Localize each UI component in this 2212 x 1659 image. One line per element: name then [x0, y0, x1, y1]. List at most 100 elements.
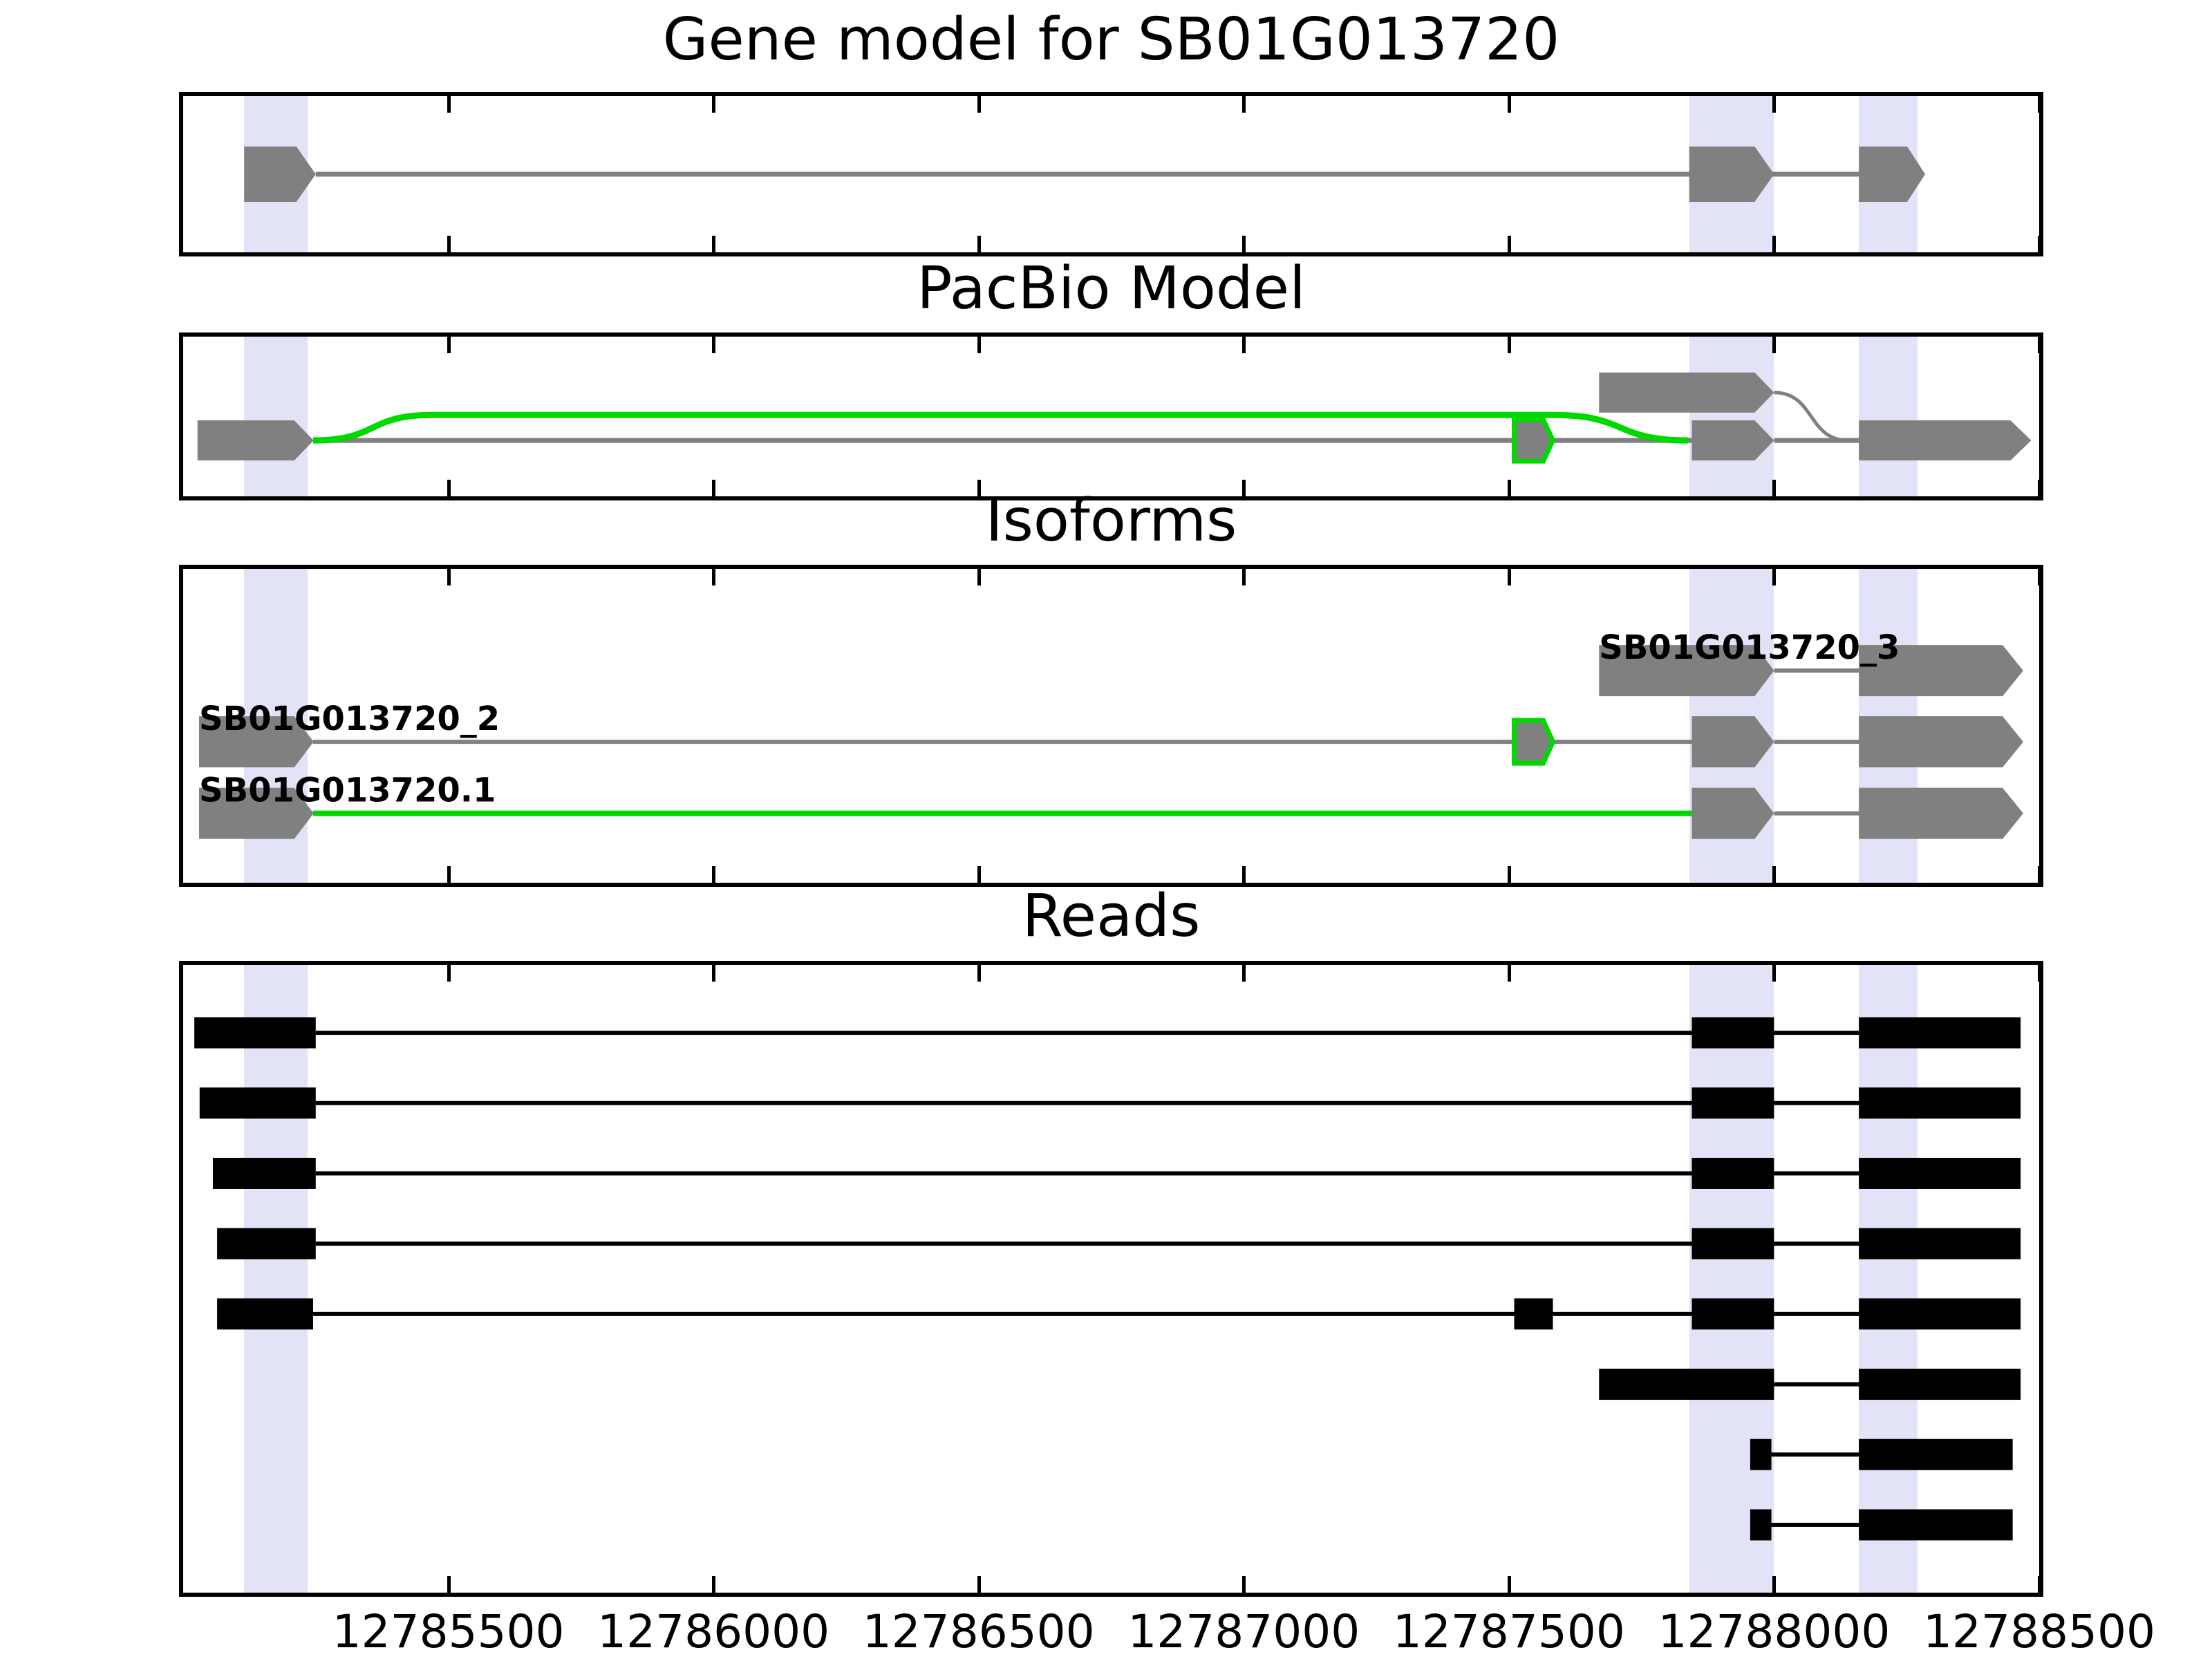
intron-line [1774, 668, 1862, 673]
axis-tick [1772, 1576, 1777, 1593]
intron-line [315, 171, 1862, 177]
x-tick-label: 12785500 [332, 1605, 565, 1658]
read-block [1859, 1509, 2013, 1541]
highlight-band [1859, 337, 1918, 496]
panel-gene-model [179, 92, 2043, 256]
isoform-label: SB01G013720.1 [199, 771, 496, 810]
axis-tick [1507, 965, 1511, 982]
axis-tick [1772, 569, 1777, 585]
panel-title-pacbio-model: PacBio Model [917, 254, 1306, 323]
exon [244, 147, 316, 202]
axis-tick [712, 96, 716, 113]
read-block [1691, 1228, 1774, 1259]
axis-tick [1772, 236, 1777, 252]
exon [1691, 787, 1774, 839]
axis-tick [1507, 236, 1511, 252]
pacbio-model-track [197, 372, 2032, 464]
splice-path [312, 411, 1689, 444]
intron-line [1774, 811, 1862, 816]
reads-track [194, 1017, 2021, 1541]
isoform-label: SB01G013720_3 [1599, 628, 1900, 667]
gene-model-track [244, 147, 1926, 202]
axis-tick [977, 866, 981, 883]
read-block [217, 1228, 316, 1259]
axis-tick [712, 866, 716, 883]
intron-line [1771, 1452, 1862, 1457]
exon [199, 716, 314, 768]
exon [1859, 787, 2023, 839]
exon-highlighted [1512, 417, 1556, 464]
axis-tick [977, 569, 981, 585]
axis-tick [1507, 480, 1511, 496]
axis-tick [712, 569, 716, 585]
intron-line [315, 1171, 1862, 1176]
read-block [1859, 1438, 2013, 1470]
exon [1859, 147, 1926, 202]
read-block [1599, 1369, 1774, 1400]
axis-tick [1772, 480, 1777, 496]
axis-tick [1507, 96, 1511, 113]
x-tick-label: 12788500 [1923, 1605, 2155, 1658]
intron-line [1774, 438, 1862, 443]
exon [199, 787, 314, 839]
axis-tick [712, 965, 716, 982]
highlight-band [244, 337, 308, 496]
axis-tick [2038, 1576, 2041, 1593]
axis-tick [447, 866, 451, 883]
read-block [1691, 1298, 1774, 1330]
intron-line [1774, 740, 1862, 744]
axis-tick [1242, 569, 1246, 585]
x-tick-label: 12786000 [597, 1605, 830, 1658]
axis-tick [712, 337, 716, 353]
axis-tick [447, 337, 451, 353]
axis-tick [447, 96, 451, 113]
axis-tick [1242, 866, 1246, 883]
axis-tick [2038, 96, 2041, 113]
x-tick-label: 12786500 [862, 1605, 1095, 1658]
splice-path [1774, 391, 1848, 442]
exon [1691, 420, 1774, 461]
axis-tick [447, 1576, 451, 1593]
axis-tick [447, 965, 451, 982]
read-block [1691, 1157, 1774, 1189]
isoforms-track: SB01G013720_3 SB01G013720_2 SB01G013720.1 [199, 628, 2023, 839]
read-block [1859, 1087, 2021, 1119]
axis-tick [1772, 337, 1777, 353]
read-block [1750, 1438, 1772, 1470]
axis-tick [1772, 965, 1777, 982]
panel-title-isoforms: Isoforms [985, 487, 1237, 555]
axis-tick [977, 480, 981, 496]
panel-pacbio-model [179, 332, 2043, 500]
highlight-band [244, 965, 308, 1593]
axis-tick [447, 236, 451, 252]
highlight-band [1689, 337, 1774, 496]
intron-line [315, 1100, 1862, 1105]
highlight-band [1859, 965, 1918, 1593]
axis-tick [712, 1576, 716, 1593]
intron-line [312, 438, 1692, 443]
axis-tick [977, 96, 981, 113]
panel-title-gene-model: Gene model for SB01G013720 [662, 6, 1560, 74]
intron-line [1771, 1522, 1862, 1527]
axis-tick [447, 480, 451, 496]
panel-isoforms: SB01G013720_3 SB01G013720_2 SB01G013720.1 [179, 565, 2043, 887]
axis-tick [1507, 569, 1511, 585]
intron-line [315, 1031, 1862, 1035]
read-block [1859, 1228, 2021, 1259]
axis-tick [712, 236, 716, 252]
axis-tick [2038, 236, 2041, 252]
read-block [1514, 1298, 1553, 1330]
intron-line [315, 1241, 1862, 1246]
read-block [194, 1017, 316, 1049]
intron-line [312, 1311, 1862, 1316]
read-block [1859, 1298, 2021, 1330]
exon [1691, 716, 1774, 768]
axis-tick [2038, 480, 2041, 496]
axis-tick [1242, 236, 1246, 252]
panel-title-reads: Reads [1022, 882, 1201, 950]
axis-tick [1507, 1576, 1511, 1593]
exon [1599, 372, 1774, 413]
panel-reads [179, 961, 2043, 1597]
axis-tick [1772, 866, 1777, 883]
axis-tick [977, 965, 981, 982]
